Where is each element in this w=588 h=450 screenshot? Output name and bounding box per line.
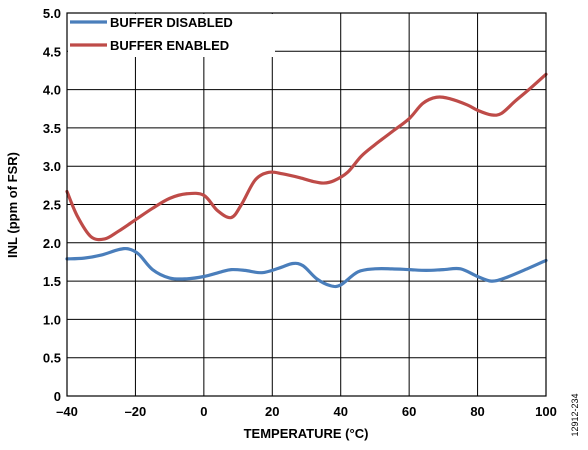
x-tick-label: 60 <box>402 404 416 419</box>
x-tick-label: –40 <box>56 404 78 419</box>
y-tick-label: 0 <box>54 389 61 404</box>
y-tick-label: 1.5 <box>43 274 61 289</box>
plot-frame <box>66 12 547 397</box>
series-line-buffer-enabled <box>65 72 548 242</box>
legend-label-buffer-enabled: BUFFER ENABLED <box>110 38 229 53</box>
x-tick-label: –20 <box>125 404 147 419</box>
y-axis-title: INL (ppm of FSR) <box>5 152 20 258</box>
legend: BUFFER DISABLED BUFFER ENABLED <box>68 14 275 57</box>
y-tick-label: 1.0 <box>43 312 61 327</box>
y-tick-label: 2.5 <box>43 198 61 213</box>
y-tick-label: 2.0 <box>43 236 61 251</box>
x-tick-label: 0 <box>200 404 207 419</box>
series-lines <box>65 72 548 289</box>
y-tick-label: 3.5 <box>43 121 61 136</box>
figure-id-label: 12912-234 <box>570 393 580 436</box>
grid-lines <box>67 13 546 396</box>
y-tick-label: 4.0 <box>43 83 61 98</box>
x-tick-label: 100 <box>535 404 557 419</box>
x-tick-label: 40 <box>333 404 347 419</box>
y-axis-ticks: 0 0.5 1.0 1.5 2.0 2.5 3.0 3.5 4.0 4.5 5.0 <box>43 6 61 404</box>
x-tick-label: 80 <box>470 404 484 419</box>
y-tick-label: 3.0 <box>43 159 61 174</box>
y-tick-label: 4.5 <box>43 44 61 59</box>
x-tick-label: 20 <box>265 404 279 419</box>
y-tick-label: 5.0 <box>43 6 61 21</box>
x-axis-title: TEMPERATURE (°C) <box>244 426 369 441</box>
series-line-buffer-disabled <box>65 246 548 289</box>
y-tick-label: 0.5 <box>43 351 61 366</box>
legend-label-buffer-disabled: BUFFER DISABLED <box>110 15 233 30</box>
x-axis-ticks: –40 –20 0 20 40 60 80 100 <box>56 404 557 419</box>
